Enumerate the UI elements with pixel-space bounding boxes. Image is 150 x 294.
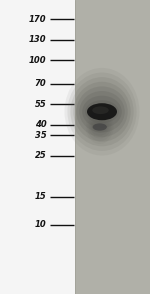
Ellipse shape [93, 123, 107, 131]
Text: 70: 70 [35, 79, 46, 88]
Ellipse shape [68, 73, 136, 151]
Ellipse shape [86, 110, 114, 144]
Text: 55: 55 [35, 100, 46, 109]
Text: 130: 130 [29, 35, 46, 44]
Ellipse shape [82, 96, 122, 128]
Ellipse shape [92, 121, 108, 133]
Ellipse shape [89, 116, 111, 138]
Ellipse shape [73, 82, 131, 142]
Ellipse shape [87, 103, 117, 120]
Ellipse shape [76, 86, 128, 137]
Ellipse shape [90, 118, 109, 136]
Bar [0, 0, 75, 294]
Text: 15: 15 [35, 193, 46, 201]
Text: 170: 170 [29, 15, 46, 24]
Text: 40: 40 [35, 121, 46, 129]
Ellipse shape [70, 77, 134, 146]
Ellipse shape [87, 113, 112, 141]
Text: 10: 10 [35, 220, 46, 229]
Bar [75, 0, 150, 294]
Text: 35: 35 [35, 131, 46, 140]
Text: 100: 100 [29, 56, 46, 65]
Ellipse shape [92, 106, 109, 114]
Ellipse shape [64, 68, 140, 156]
Ellipse shape [79, 91, 125, 132]
Ellipse shape [85, 100, 119, 123]
Text: 25: 25 [35, 151, 46, 160]
